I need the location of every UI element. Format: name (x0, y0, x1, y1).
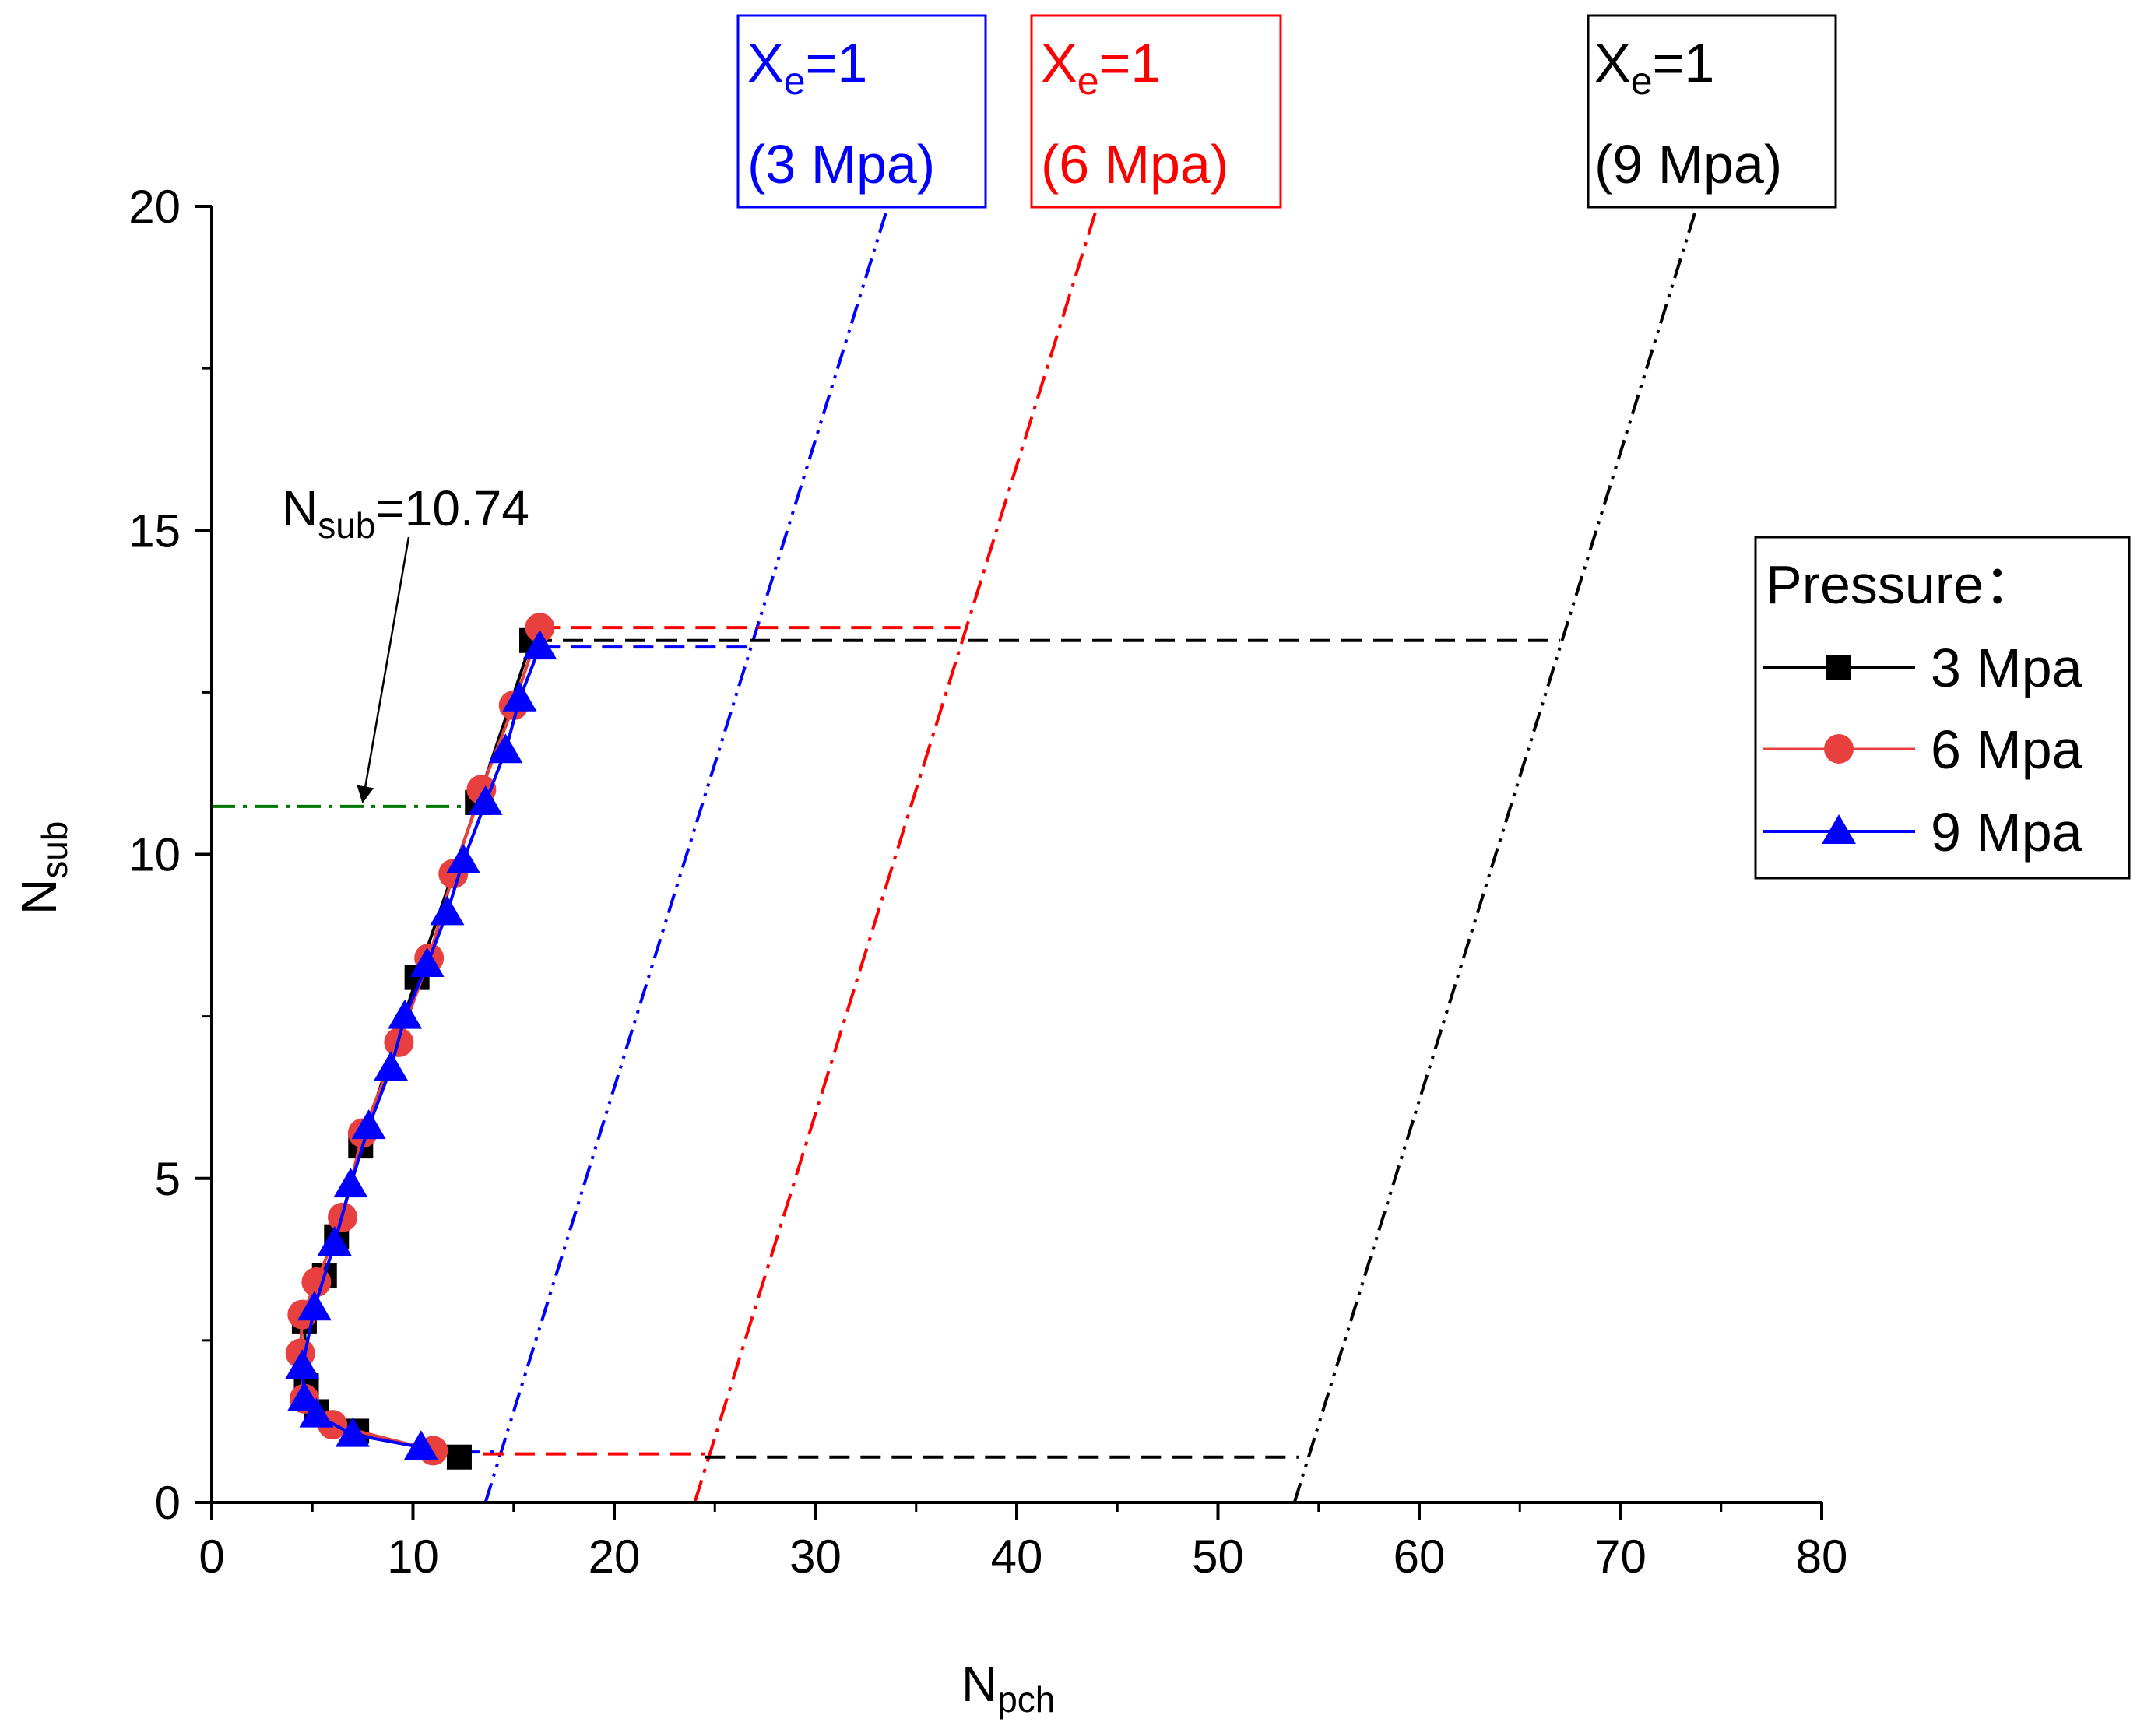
x-tick-label: 20 (589, 1530, 641, 1583)
data-point-9mpa (333, 1168, 368, 1198)
legend-frame (1754, 536, 2131, 880)
xe-box-9mpa-eq: =1 (1653, 33, 1715, 93)
xe-box-3mpa-frame (736, 14, 987, 209)
data-point-9mpa (374, 1051, 409, 1081)
y-tick-label: 0 (155, 1477, 181, 1529)
x-axis-title-main: N (961, 1656, 997, 1712)
xe-box-6mpa-frame (1030, 14, 1282, 209)
ref-line-xe1-3mpa (483, 206, 890, 1503)
x-tick-label: 30 (789, 1530, 842, 1583)
y-tick-label: 5 (155, 1153, 181, 1205)
reference-lines (212, 206, 1699, 1503)
nsub-annotation: Nsub=10.74 (282, 480, 529, 804)
series-6mpa (285, 613, 555, 1466)
xe-box-6mpa-line1: Xe=1 (1041, 33, 1161, 103)
xe-box-3mpa-line1: Xe=1 (747, 33, 867, 103)
legend-item-9mpa: 9 Mpa (1763, 802, 2082, 863)
xe-box-6mpa-sub: e (1077, 59, 1099, 103)
xe-box-3mpa-eq: =1 (806, 33, 868, 93)
x-axis-title: Npch (961, 1656, 1055, 1720)
x-tick-label: 0 (199, 1530, 224, 1583)
data-point-9mpa (430, 895, 465, 926)
xe-box-3mpa: Xe=1 (3 Mpa) (736, 14, 987, 209)
data-point-9mpa (468, 785, 503, 815)
data-point-3mpa (446, 1444, 472, 1470)
data-point-9mpa (502, 681, 537, 712)
xe-box-9mpa-line1: Xe=1 (1594, 33, 1714, 103)
nsub-annotation-value: =10.74 (375, 480, 529, 536)
data-point-9mpa (335, 1417, 370, 1447)
x-tick-label: 60 (1394, 1530, 1446, 1583)
x-ticks: 0 10 20 30 40 50 60 70 80 (199, 1502, 1847, 1583)
nsub-annotation-text: Nsub=10.74 (282, 480, 529, 546)
data-point-9mpa (285, 1349, 320, 1379)
xe-box-3mpa-line2: (3 Mpa) (747, 134, 935, 195)
legend-swatch-9mpa-marker (1822, 814, 1856, 844)
data-point-9mpa (409, 947, 445, 978)
series-line-9mpa (301, 646, 542, 1450)
data-point-9mpa (522, 630, 557, 660)
nsub-annotation-sub: sub (318, 505, 375, 546)
data-point-9mpa (297, 1291, 332, 1321)
xe-box-9mpa-x: X (1594, 33, 1631, 93)
x-tick-label: 50 (1192, 1530, 1244, 1583)
data-point-9mpa (351, 1109, 386, 1140)
legend-swatch-3mpa-marker (1826, 655, 1851, 680)
legend-item-6mpa: 6 Mpa (1763, 719, 2082, 780)
xe-box-6mpa-eq: =1 (1099, 33, 1162, 93)
data-point-9mpa (286, 1381, 322, 1411)
x-tick-label: 70 (1594, 1530, 1647, 1583)
xe-box-6mpa-line2: (6 Mpa) (1041, 134, 1228, 195)
x-tick-label: 40 (991, 1530, 1043, 1583)
ref-line-xe1-9mpa (1292, 206, 1699, 1503)
y-tick-label: 10 (128, 829, 181, 881)
data-point-9mpa (388, 999, 423, 1029)
y-ticks: 0 5 10 15 20 (128, 181, 212, 1529)
data-point-9mpa (403, 1430, 438, 1460)
xe-box-6mpa: Xe=1 (6 Mpa) (1030, 14, 1282, 209)
axes (210, 206, 1822, 1504)
xe-box-9mpa-sub: e (1631, 59, 1653, 103)
legend: Pressure： 3 Mpa 6 Mpa 9 Mpa (1754, 536, 2131, 880)
legend-swatch-6mpa-marker (1824, 734, 1854, 764)
x-tick-label: 10 (387, 1530, 439, 1583)
data-point-9mpa (299, 1397, 334, 1428)
legend-item-3mpa: 3 Mpa (1763, 638, 2082, 698)
xe-box-9mpa-frame (1587, 14, 1837, 209)
legend-label-9mpa: 9 Mpa (1931, 802, 2082, 863)
data-point-9mpa (488, 733, 523, 764)
series-layer (285, 613, 557, 1470)
x-tick-label: 80 (1796, 1530, 1848, 1583)
xe-box-9mpa: Xe=1 (9 Mpa) (1587, 14, 1837, 209)
xe-box-3mpa-sub: e (784, 59, 806, 103)
y-tick-label: 20 (128, 181, 181, 233)
y-axis-title-sub: sub (34, 821, 75, 879)
y-axis-title: Nsub (11, 821, 75, 915)
x-axis-title-sub: pch (997, 1679, 1055, 1720)
data-point-6mpa (525, 613, 555, 643)
ref-line-xe1-6mpa (693, 206, 1099, 1503)
legend-label-6mpa: 6 Mpa (1931, 719, 2082, 780)
xe-box-3mpa-x: X (747, 33, 784, 93)
data-point-9mpa (317, 1226, 352, 1256)
nsub-annotation-main: N (282, 480, 318, 536)
xe-box-9mpa-line2: (9 Mpa) (1594, 134, 1782, 195)
nsub-annotation-arrow (357, 536, 410, 804)
legend-label-3mpa: 3 Mpa (1931, 638, 2082, 698)
y-axis-title-main: N (11, 879, 67, 915)
series-9mpa (285, 630, 557, 1460)
y-tick-label: 15 (128, 504, 181, 557)
data-point-9mpa (446, 843, 481, 873)
legend-title: Pressure： (1766, 554, 2038, 615)
xe-box-6mpa-x: X (1041, 33, 1077, 93)
